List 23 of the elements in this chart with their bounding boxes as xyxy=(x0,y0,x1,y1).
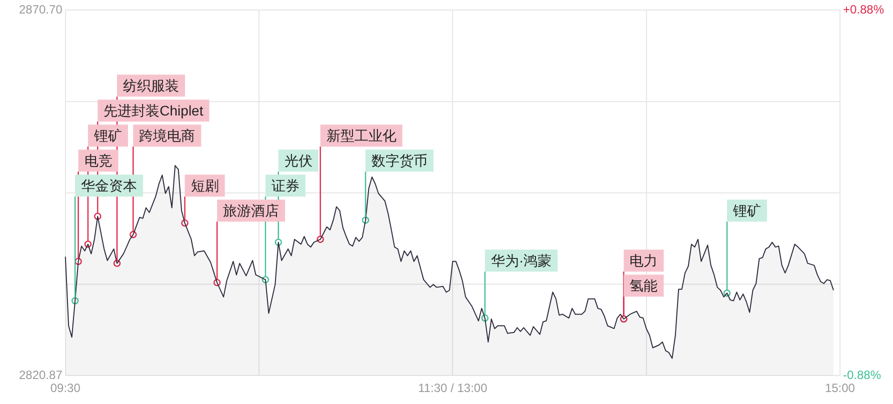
x-tick-label: 09:30 xyxy=(50,381,81,396)
data-label: 氢能 xyxy=(630,277,658,294)
data-label: 跨境电商 xyxy=(139,127,196,144)
data-label: 短剧 xyxy=(190,177,219,194)
y2-tick-label: +0.88% xyxy=(842,2,884,17)
data-label: 证券 xyxy=(271,177,300,194)
y-tick-label: 2820.87 xyxy=(18,368,63,382)
x-tick-label: 11:30 / 13:00 xyxy=(418,381,488,396)
data-label: 锂矿 xyxy=(92,127,122,144)
data-label: 电竞 xyxy=(84,152,112,168)
y2-tick-label: -0.88% xyxy=(842,368,882,382)
data-label: 先进封装Chiplet xyxy=(104,102,204,118)
data-label: 纺织服装 xyxy=(123,77,180,94)
x-tick-label: 15:00 xyxy=(824,381,856,396)
data-label: 华为·鸿蒙 xyxy=(490,252,552,268)
data-label: 数字货币 xyxy=(372,152,428,168)
data-label: 新型工业化 xyxy=(326,127,396,144)
y-tick-label: 2870.70 xyxy=(18,2,63,17)
data-label: 锂矿 xyxy=(732,202,762,218)
data-label: 光伏 xyxy=(284,152,312,168)
data-label: 旅游酒店 xyxy=(223,202,280,218)
data-label: 电力 xyxy=(630,252,658,268)
data-label: 华金资本 xyxy=(81,177,138,194)
